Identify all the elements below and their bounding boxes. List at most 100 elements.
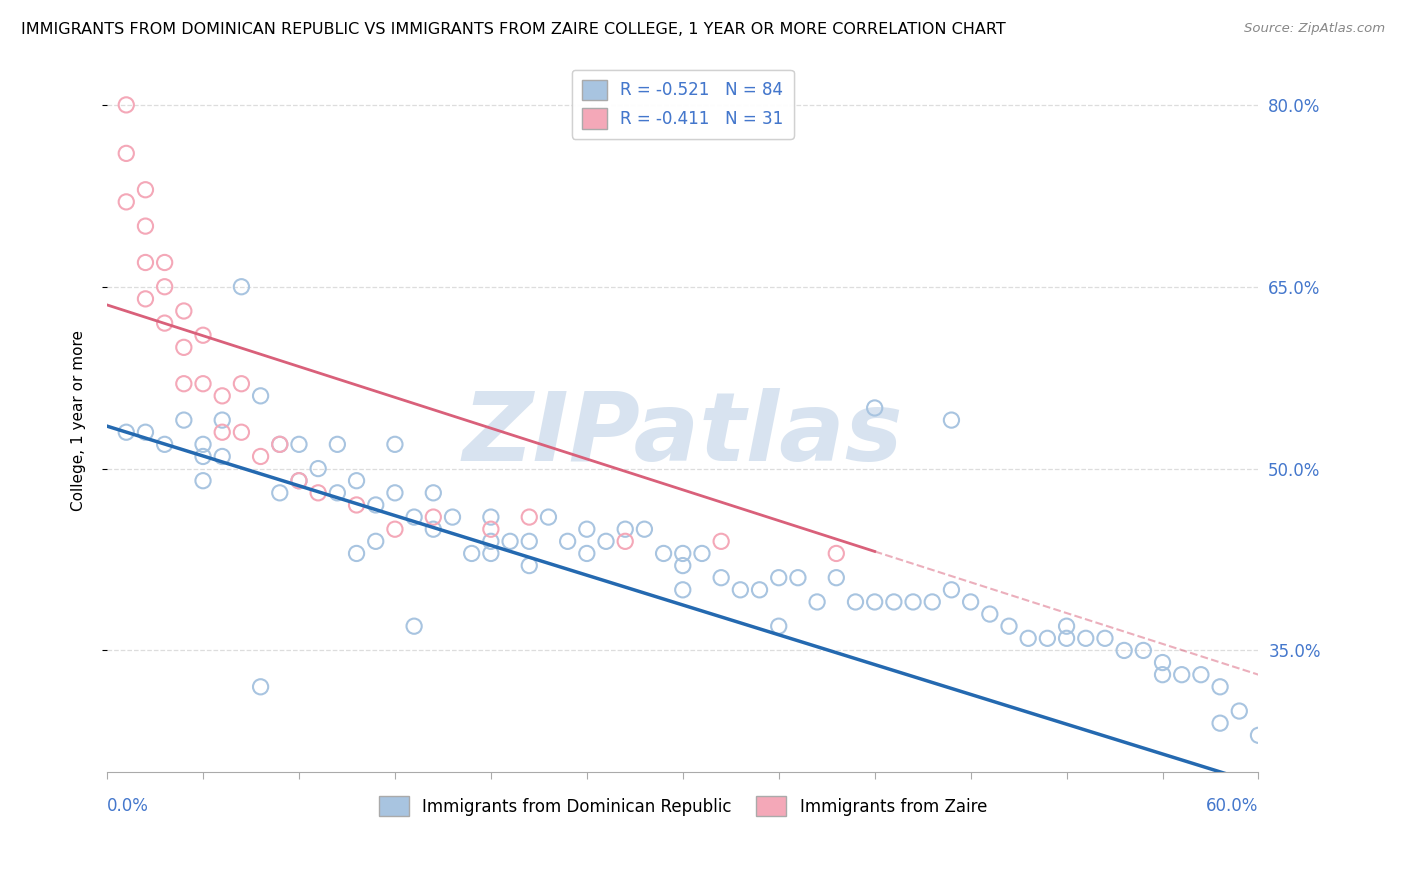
Point xyxy=(422,486,444,500)
Point xyxy=(517,558,540,573)
Point xyxy=(1132,643,1154,657)
Point xyxy=(153,316,176,330)
Point xyxy=(710,571,733,585)
Point xyxy=(768,619,790,633)
Point xyxy=(730,582,752,597)
Point xyxy=(134,255,156,269)
Point xyxy=(211,389,233,403)
Point xyxy=(211,450,233,464)
Point xyxy=(1247,728,1270,742)
Point xyxy=(384,437,406,451)
Point xyxy=(710,534,733,549)
Point xyxy=(1074,632,1097,646)
Point xyxy=(941,413,963,427)
Point xyxy=(1209,680,1232,694)
Point xyxy=(460,546,482,560)
Point xyxy=(614,522,637,536)
Text: ZIPatlas: ZIPatlas xyxy=(463,388,903,481)
Point xyxy=(537,510,560,524)
Point xyxy=(1209,716,1232,731)
Point xyxy=(1114,643,1136,657)
Point xyxy=(901,595,924,609)
Point xyxy=(134,425,156,440)
Point xyxy=(211,413,233,427)
Point xyxy=(921,595,943,609)
Point xyxy=(153,255,176,269)
Point xyxy=(959,595,981,609)
Point xyxy=(231,279,253,293)
Point xyxy=(825,571,848,585)
Point xyxy=(1170,667,1192,681)
Point xyxy=(768,571,790,585)
Point xyxy=(249,680,271,694)
Point xyxy=(211,425,233,440)
Point xyxy=(307,486,329,500)
Point xyxy=(844,595,866,609)
Point xyxy=(1152,656,1174,670)
Point xyxy=(748,582,770,597)
Point xyxy=(191,328,214,343)
Point xyxy=(652,546,675,560)
Point xyxy=(806,595,828,609)
Point xyxy=(346,474,368,488)
Point xyxy=(134,183,156,197)
Point xyxy=(479,534,502,549)
Point xyxy=(979,607,1001,621)
Point xyxy=(288,474,311,488)
Point xyxy=(479,522,502,536)
Point xyxy=(575,546,598,560)
Point xyxy=(422,510,444,524)
Point xyxy=(1094,632,1116,646)
Point xyxy=(863,401,886,415)
Point xyxy=(153,437,176,451)
Point xyxy=(191,376,214,391)
Point xyxy=(557,534,579,549)
Text: IMMIGRANTS FROM DOMINICAN REPUBLIC VS IMMIGRANTS FROM ZAIRE COLLEGE, 1 YEAR OR M: IMMIGRANTS FROM DOMINICAN REPUBLIC VS IM… xyxy=(21,22,1005,37)
Point xyxy=(883,595,905,609)
Point xyxy=(249,450,271,464)
Point xyxy=(249,389,271,403)
Point xyxy=(672,558,695,573)
Point xyxy=(998,619,1021,633)
Point xyxy=(384,522,406,536)
Point xyxy=(153,279,176,293)
Point xyxy=(173,413,195,427)
Point xyxy=(595,534,617,549)
Point xyxy=(633,522,655,536)
Point xyxy=(517,510,540,524)
Point xyxy=(326,486,349,500)
Point xyxy=(384,486,406,500)
Point xyxy=(672,546,695,560)
Legend: R = -0.521   N = 84, R = -0.411   N = 31: R = -0.521 N = 84, R = -0.411 N = 31 xyxy=(572,70,793,139)
Point xyxy=(115,98,138,112)
Point xyxy=(288,474,311,488)
Point xyxy=(672,582,695,597)
Point xyxy=(422,522,444,536)
Point xyxy=(173,340,195,354)
Point xyxy=(173,376,195,391)
Point xyxy=(1152,667,1174,681)
Point xyxy=(288,437,311,451)
Point xyxy=(1056,632,1078,646)
Point xyxy=(941,582,963,597)
Point xyxy=(191,437,214,451)
Point xyxy=(191,450,214,464)
Point xyxy=(346,546,368,560)
Text: 60.0%: 60.0% xyxy=(1206,797,1258,814)
Point xyxy=(364,498,387,512)
Point xyxy=(269,437,291,451)
Point xyxy=(1017,632,1039,646)
Point xyxy=(326,437,349,451)
Point xyxy=(231,376,253,391)
Point xyxy=(231,425,253,440)
Point xyxy=(269,437,291,451)
Point xyxy=(575,522,598,536)
Point xyxy=(1036,632,1059,646)
Point xyxy=(404,510,426,524)
Point xyxy=(441,510,464,524)
Point xyxy=(690,546,713,560)
Point xyxy=(307,461,329,475)
Point xyxy=(115,146,138,161)
Text: Source: ZipAtlas.com: Source: ZipAtlas.com xyxy=(1244,22,1385,36)
Point xyxy=(1056,619,1078,633)
